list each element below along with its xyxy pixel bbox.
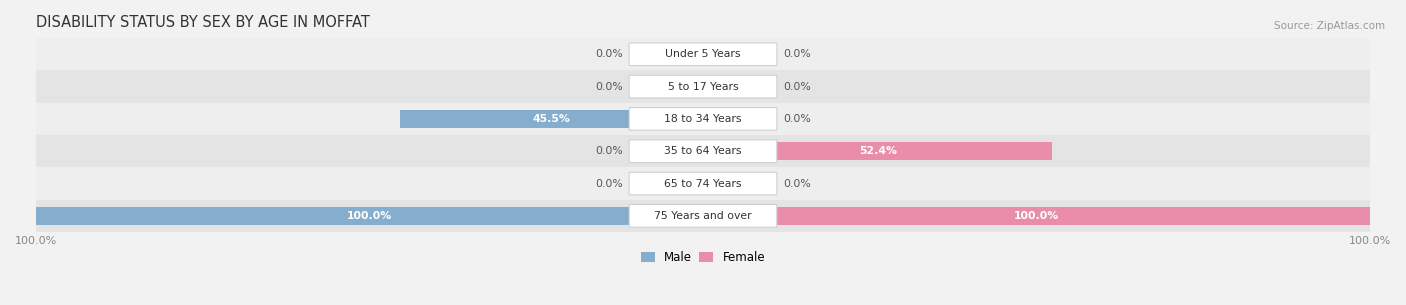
Text: 18 to 34 Years: 18 to 34 Years	[664, 114, 742, 124]
Text: 0.0%: 0.0%	[595, 146, 623, 156]
FancyBboxPatch shape	[628, 140, 778, 163]
Text: 75 Years and over: 75 Years and over	[654, 211, 752, 221]
Text: 0.0%: 0.0%	[595, 49, 623, 59]
Bar	[37, 38, 1369, 70]
Text: 0.0%: 0.0%	[783, 49, 811, 59]
Bar	[37, 70, 1369, 103]
Bar	[37, 200, 1369, 232]
FancyBboxPatch shape	[628, 108, 778, 130]
Text: 35 to 64 Years: 35 to 64 Years	[664, 146, 742, 156]
Text: 0.0%: 0.0%	[783, 114, 811, 124]
Bar	[37, 135, 1369, 167]
Bar	[703, 207, 1369, 225]
FancyBboxPatch shape	[628, 43, 778, 66]
Bar	[703, 142, 1053, 160]
Text: 65 to 74 Years: 65 to 74 Years	[664, 178, 742, 188]
Text: 100.0%: 100.0%	[347, 211, 392, 221]
FancyBboxPatch shape	[628, 205, 778, 227]
Text: DISABILITY STATUS BY SEX BY AGE IN MOFFAT: DISABILITY STATUS BY SEX BY AGE IN MOFFA…	[37, 15, 370, 30]
Bar	[399, 110, 703, 128]
Text: 52.4%: 52.4%	[859, 146, 897, 156]
Text: 0.0%: 0.0%	[595, 82, 623, 92]
Legend: Male, Female: Male, Female	[636, 246, 770, 269]
Bar	[37, 167, 1369, 200]
Bar	[37, 103, 1369, 135]
Text: 45.5%: 45.5%	[533, 114, 571, 124]
FancyBboxPatch shape	[628, 75, 778, 98]
Text: 100.0%: 100.0%	[1014, 211, 1059, 221]
Text: Under 5 Years: Under 5 Years	[665, 49, 741, 59]
Text: 0.0%: 0.0%	[595, 178, 623, 188]
Text: 0.0%: 0.0%	[783, 82, 811, 92]
Text: Source: ZipAtlas.com: Source: ZipAtlas.com	[1274, 21, 1385, 31]
Bar	[37, 207, 703, 225]
FancyBboxPatch shape	[628, 172, 778, 195]
Text: 5 to 17 Years: 5 to 17 Years	[668, 82, 738, 92]
Text: 0.0%: 0.0%	[783, 178, 811, 188]
